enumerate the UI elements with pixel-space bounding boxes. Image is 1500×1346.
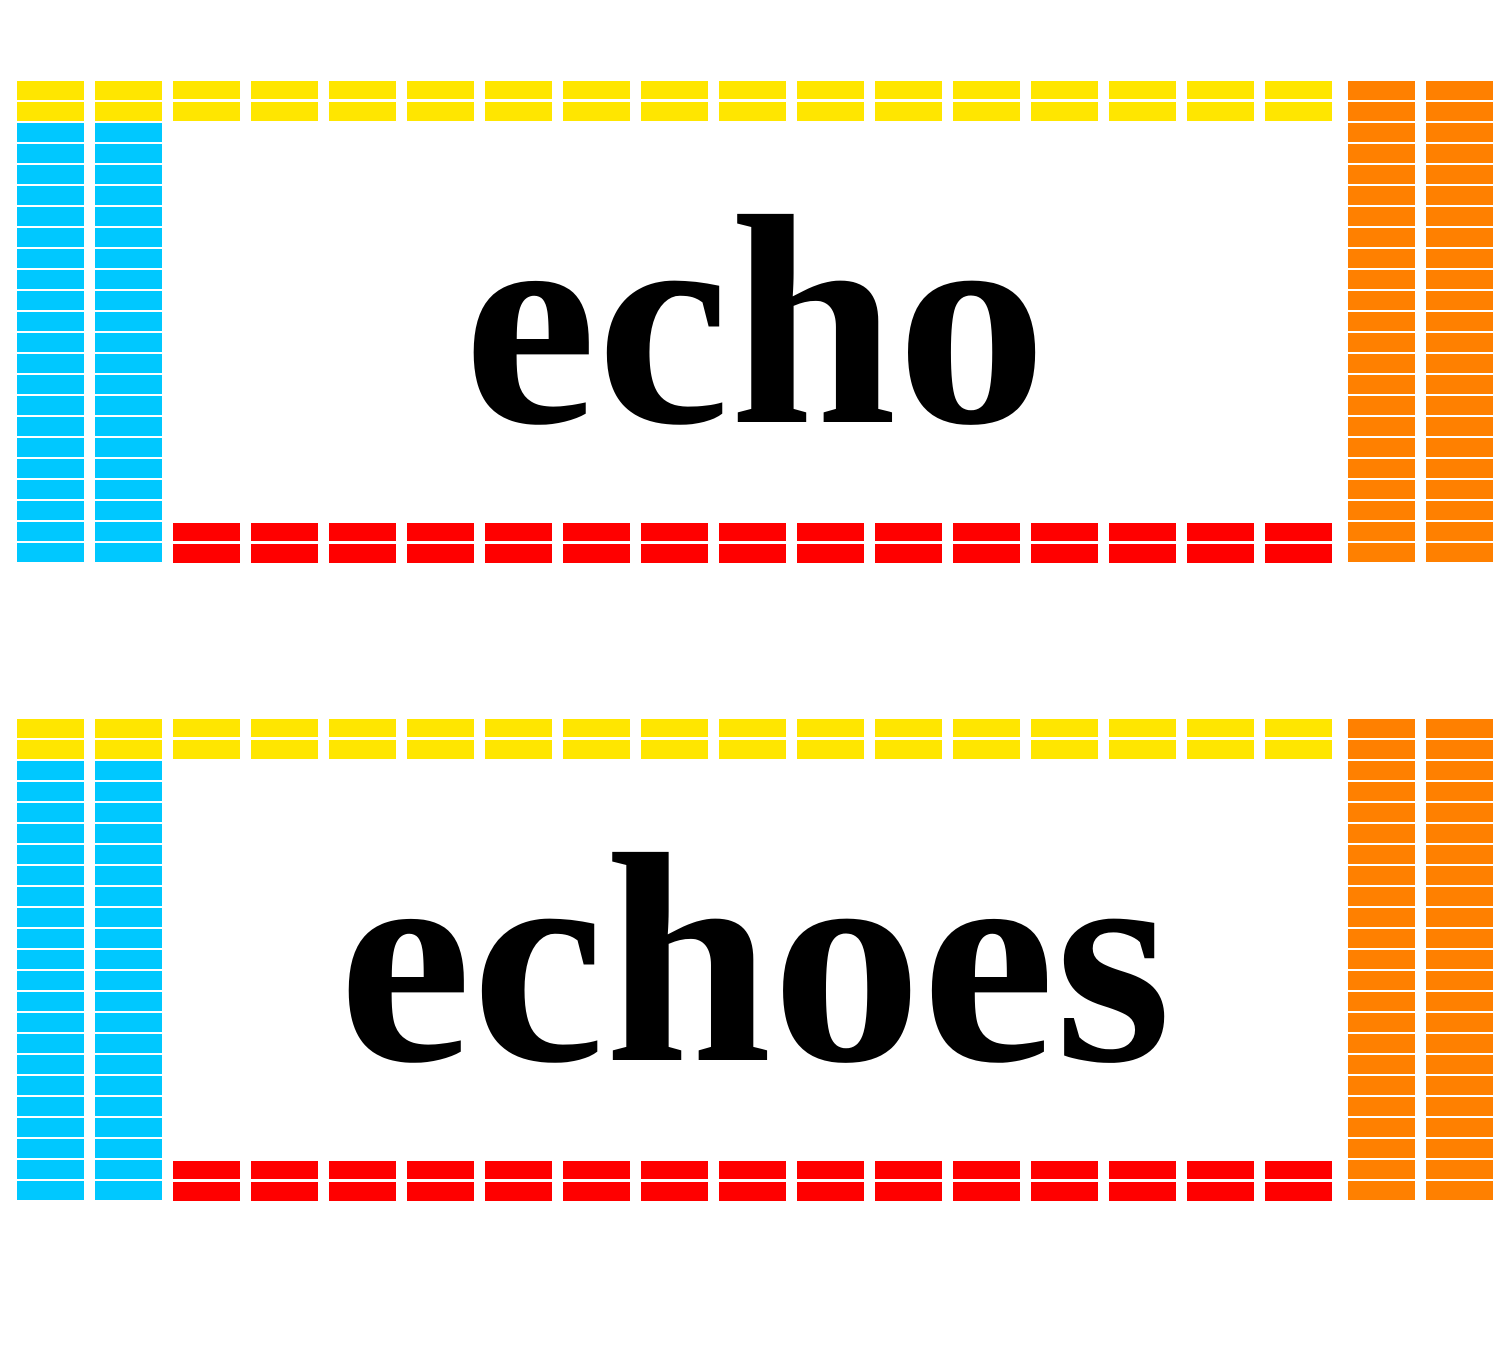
bottom-segment (1109, 523, 1176, 563)
bottom-segment (329, 1161, 396, 1201)
top-segment (1187, 719, 1254, 759)
top-segment (1031, 719, 1098, 759)
bottom-segment (173, 1161, 240, 1201)
left-column-top (17, 719, 84, 759)
bottom-segment (1187, 523, 1254, 563)
top-segment (953, 719, 1020, 759)
word-card-1: echo (17, 81, 1493, 563)
bottom-segment (719, 1161, 786, 1201)
bottom-segment (563, 1161, 630, 1201)
bottom-segment (875, 523, 942, 563)
bottom-segment (1109, 1161, 1176, 1201)
left-column-top (17, 81, 84, 121)
bottom-segment (563, 523, 630, 563)
top-segment (485, 719, 552, 759)
left-column-top (95, 81, 162, 121)
bottom-segment (173, 523, 240, 563)
left-column (95, 123, 162, 563)
top-segment (173, 719, 240, 759)
bottom-segment (641, 1161, 708, 1201)
right-column (1426, 81, 1493, 563)
card-word: echoes (338, 793, 1172, 1125)
left-column-top (95, 719, 162, 759)
bottom-segment (1187, 1161, 1254, 1201)
bottom-segment (953, 1161, 1020, 1201)
top-segment (329, 81, 396, 121)
bottom-segment (719, 523, 786, 563)
top-segment (1187, 81, 1254, 121)
left-column (17, 123, 84, 563)
top-segment (1109, 81, 1176, 121)
top-segment (485, 81, 552, 121)
top-segment (1031, 81, 1098, 121)
top-segment (407, 719, 474, 759)
right-column (1348, 81, 1415, 563)
bottom-segment (485, 523, 552, 563)
top-segment (641, 719, 708, 759)
bottom-segment (407, 1161, 474, 1201)
bottom-segment (407, 523, 474, 563)
top-segment (1265, 719, 1332, 759)
top-segment (407, 81, 474, 121)
right-column (1426, 719, 1493, 1201)
top-segment (875, 719, 942, 759)
right-column (1348, 719, 1415, 1201)
top-segment (1265, 81, 1332, 121)
bottom-segment (797, 523, 864, 563)
bottom-segment (251, 1161, 318, 1201)
bottom-segment (953, 523, 1020, 563)
top-segment (563, 81, 630, 121)
top-segment (173, 81, 240, 121)
top-segment (329, 719, 396, 759)
left-column (17, 761, 84, 1201)
bottom-segment (485, 1161, 552, 1201)
bottom-segment (1265, 523, 1332, 563)
bottom-segment (1265, 1161, 1332, 1201)
bottom-segment (641, 523, 708, 563)
top-segment (797, 719, 864, 759)
top-segment (719, 719, 786, 759)
word-card-2: echoes (17, 719, 1493, 1201)
bottom-segment (875, 1161, 942, 1201)
top-segment (953, 81, 1020, 121)
bottom-segment (251, 523, 318, 563)
bottom-segment (1031, 523, 1098, 563)
top-segment (1109, 719, 1176, 759)
top-segment (251, 81, 318, 121)
left-column (95, 761, 162, 1201)
top-segment (251, 719, 318, 759)
bottom-segment (797, 1161, 864, 1201)
top-segment (719, 81, 786, 121)
top-segment (875, 81, 942, 121)
top-segment (563, 719, 630, 759)
top-segment (797, 81, 864, 121)
bottom-segment (1031, 1161, 1098, 1201)
bottom-segment (329, 523, 396, 563)
top-segment (641, 81, 708, 121)
card-word: echo (463, 155, 1047, 487)
